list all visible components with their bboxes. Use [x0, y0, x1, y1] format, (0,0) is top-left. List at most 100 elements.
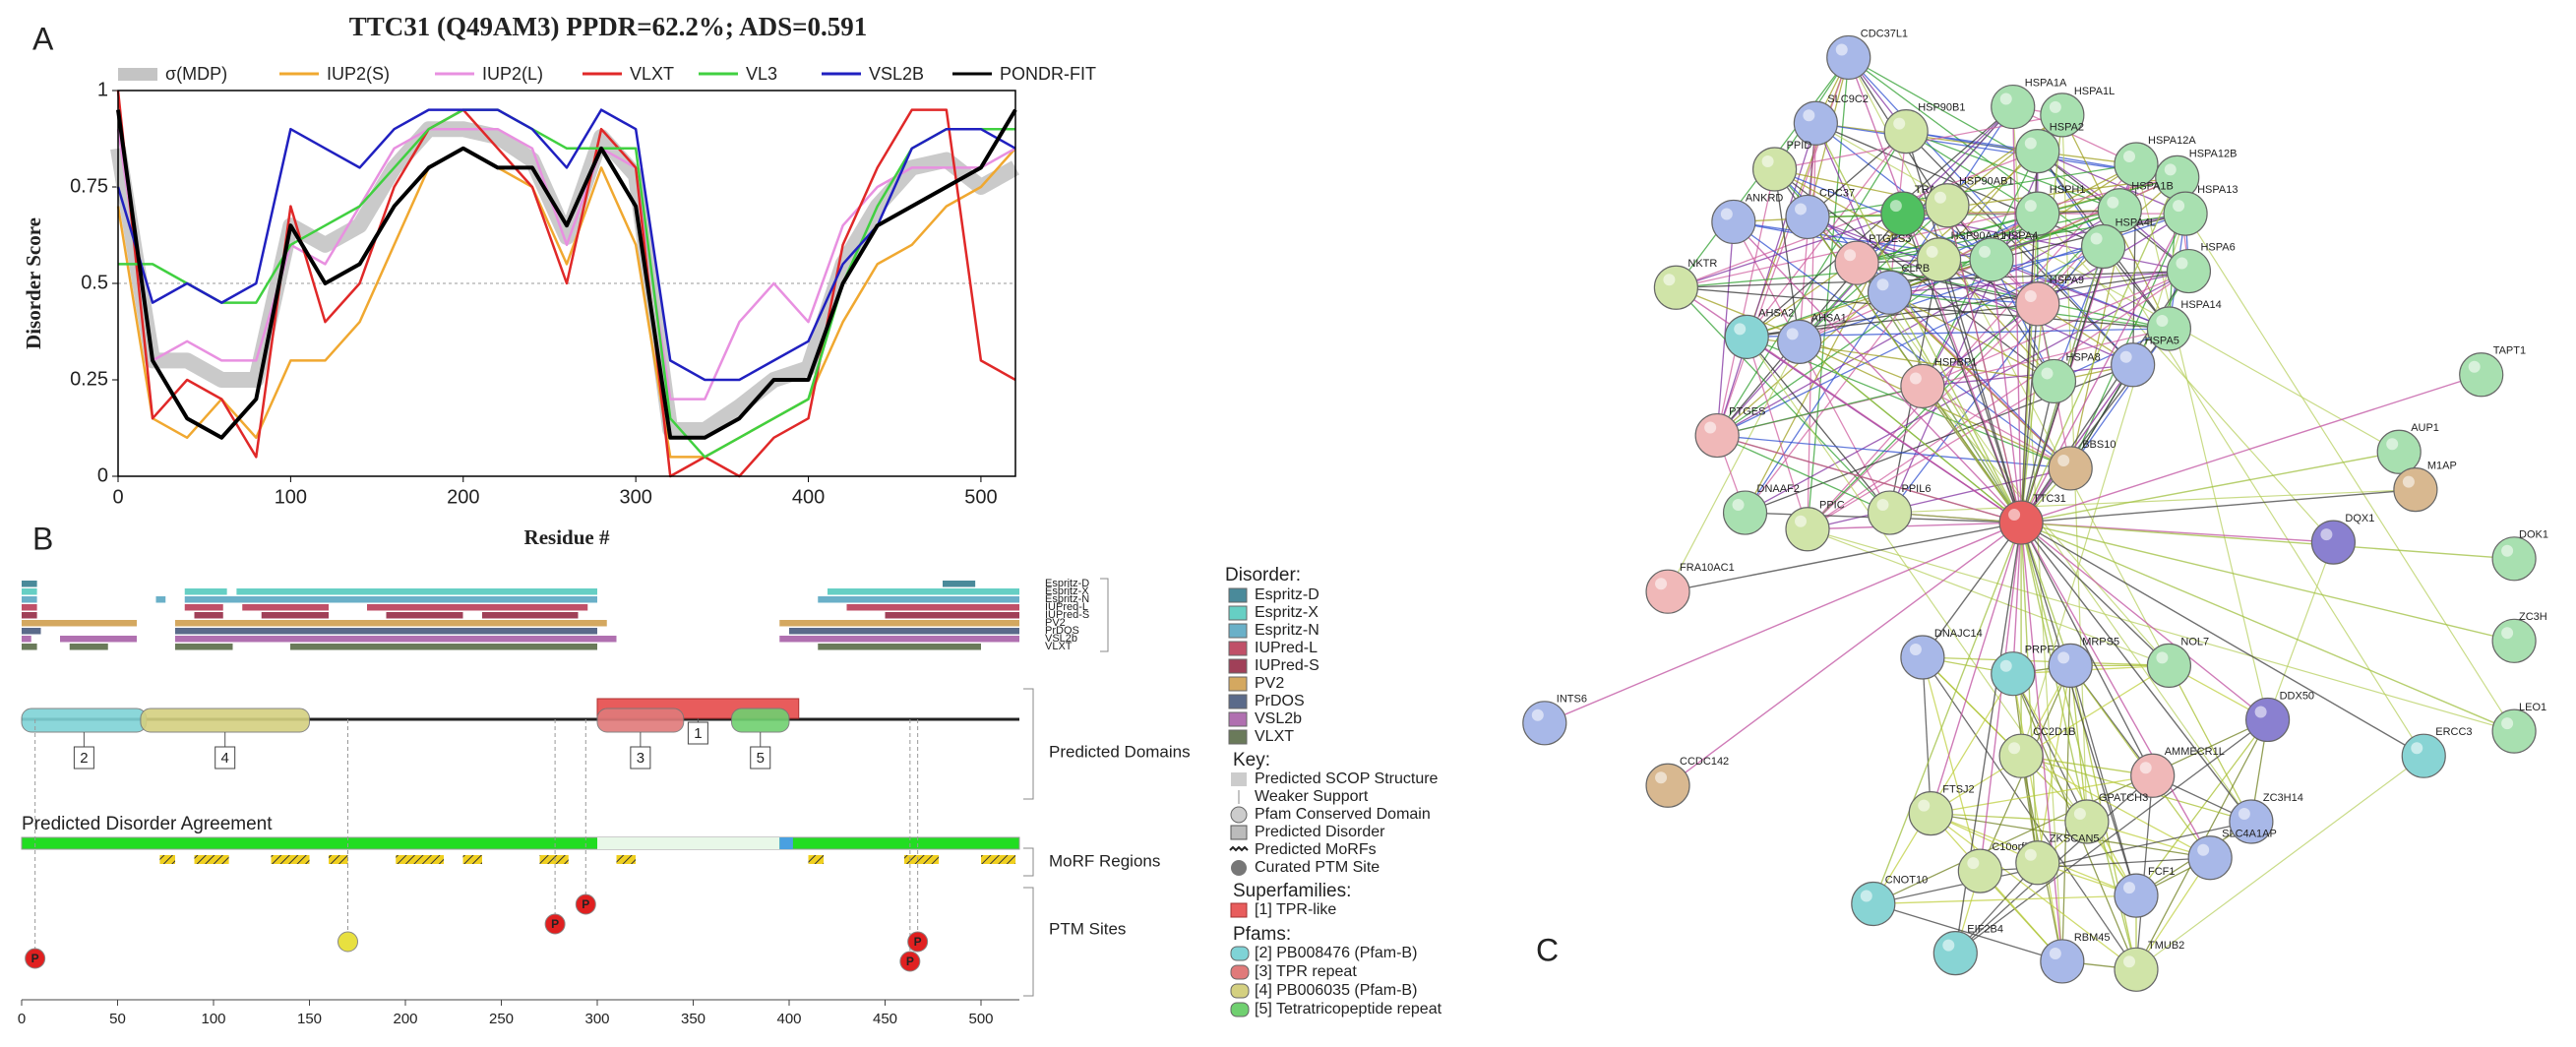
pfam-domain: [21, 708, 148, 733]
bracket-label: PTM Sites: [1049, 919, 1126, 938]
track-label: VSL2b: [1045, 633, 1077, 645]
legend-title: Key:: [1233, 750, 1270, 770]
disorder-segment: [22, 596, 37, 603]
node-label: AUP1: [2411, 422, 2439, 434]
line: [116, 127, 1016, 400]
network-edge: [2037, 665, 2071, 863]
node-highlight: [2119, 350, 2132, 363]
ptm-site: [25, 948, 46, 969]
track-label: IUPred-L: [1045, 601, 1088, 613]
network-node: [2245, 697, 2291, 743]
chart-title: TTC31 (Q49AM3) PPDR=62.2%; ADS=0.591: [349, 12, 868, 41]
network-edge: [2135, 775, 2154, 970]
x-tick-label: 0: [18, 1011, 26, 1027]
disorder-segment: [175, 620, 607, 627]
network-node: [1883, 109, 1929, 154]
network-edge: [1746, 336, 2022, 524]
node-highlight: [2320, 528, 2333, 541]
network-node: [1851, 881, 1896, 927]
network-edge: [2069, 665, 2137, 896]
disorder-segment: [184, 596, 597, 603]
node-highlight: [1844, 249, 1857, 262]
network-edge: [2020, 374, 2482, 524]
network-edge: [2020, 522, 2211, 859]
network-edge: [2020, 214, 2039, 524]
network-node: [1991, 84, 2036, 130]
network-node: [2114, 142, 2159, 187]
node-label: BBS10: [2082, 439, 2116, 451]
network-edge: [2135, 857, 2211, 970]
legend-label: Espritz-X: [1255, 604, 1319, 621]
panel-label: B: [32, 521, 53, 556]
network-edge: [2020, 522, 2515, 642]
network-edge: [1888, 210, 2120, 514]
network-edge: [1716, 434, 1890, 514]
node-label: GPATCH3: [2099, 792, 2148, 804]
morf-region: [329, 855, 348, 864]
node-highlight: [2197, 843, 2210, 856]
track-label: Espritz-D: [1045, 578, 1089, 589]
network-edge: [1922, 656, 1981, 872]
network-edge: [1746, 337, 2137, 896]
node-highlight: [1909, 372, 1922, 385]
disorder-segment: [184, 588, 227, 595]
node-label: DOK1: [2519, 529, 2548, 541]
node-highlight: [2254, 706, 2267, 718]
network-edge: [2012, 105, 2137, 165]
network-edge: [2020, 522, 2252, 823]
network-edge: [2012, 106, 2022, 524]
node-highlight: [1893, 117, 1906, 130]
node-highlight: [1942, 939, 1955, 952]
track-label: PrDOS: [1045, 625, 1079, 637]
x-tick-label: 100: [275, 486, 307, 508]
legend-label: [5] Tetratricopeptide repeat: [1255, 1001, 1442, 1017]
network-node: [2491, 708, 2537, 754]
domain-number: 5: [757, 750, 765, 767]
network-edge: [1922, 386, 2170, 666]
node-label: HSPA6: [2200, 241, 2235, 253]
network-edge: [1980, 857, 2211, 872]
legend-swatch: [1228, 676, 1248, 692]
network-node: [1724, 314, 1769, 359]
network-node: [1867, 270, 1913, 315]
node-highlight: [2123, 955, 2135, 968]
node-highlight: [1663, 274, 1676, 286]
node-highlight: [2501, 717, 2514, 730]
network-node: [2114, 873, 2159, 918]
network-node: [1998, 500, 2044, 545]
disorder-segment: [242, 604, 329, 611]
bracket-label: Predicted Domains: [1049, 742, 1191, 761]
morf-region: [981, 855, 1016, 864]
x-tick-label: 300: [584, 1011, 609, 1027]
morf-region: [904, 855, 940, 864]
domain-number-box: [750, 746, 771, 770]
node-highlight: [1979, 245, 1992, 258]
node-highlight: [2238, 808, 2250, 820]
domain-number-box: [630, 746, 651, 770]
node-label: CLPB: [1902, 263, 1931, 275]
network-edge: [2012, 673, 2088, 823]
network-node: [1785, 507, 1830, 552]
node-highlight: [2402, 475, 2415, 488]
network-edge: [2020, 522, 2137, 896]
x-tick-label: 450: [873, 1011, 897, 1027]
legend-label: PONDR-FIT: [1000, 64, 1096, 84]
x-tick-label: 200: [447, 486, 479, 508]
node-label: AHSA2: [1758, 307, 1794, 319]
network-node: [2111, 342, 2156, 388]
ptm-label: P: [551, 917, 559, 931]
node-label: FRA10AC1: [1680, 562, 1735, 574]
legend-label: PV2: [1255, 675, 1284, 692]
network-edge: [1733, 221, 1891, 514]
node-highlight: [2008, 509, 2021, 522]
disorder-segment: [69, 644, 108, 650]
network-node: [2491, 536, 2537, 582]
legend-label: Predicted SCOP Structure: [1255, 770, 1439, 787]
x-tick-label: 400: [792, 486, 825, 508]
network-nodes: CDC37L1 SLC9C2 HSP90B1 HSPA1A HSPA1L HSPA2 HSP…: [1522, 28, 2548, 992]
node-highlight: [1720, 208, 1733, 220]
bracket-label: MoRF Regions: [1049, 851, 1160, 870]
legend-label: σ(MDP): [165, 64, 227, 84]
x-tick-label: 0: [112, 486, 123, 508]
node-highlight: [2090, 232, 2103, 245]
